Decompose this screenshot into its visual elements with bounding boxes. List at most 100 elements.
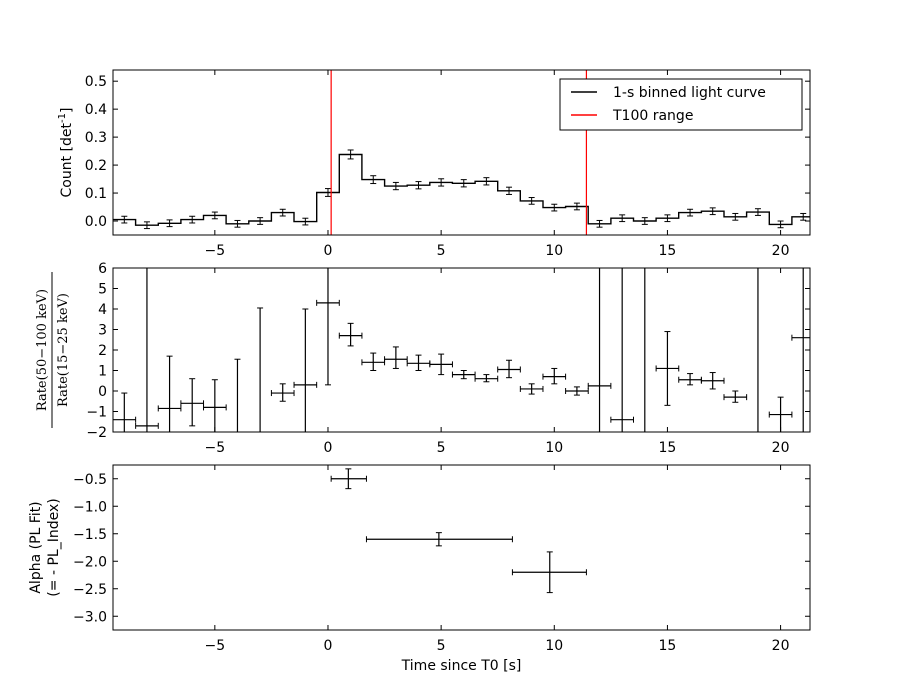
hardness-point xyxy=(565,386,589,396)
light-curve-point xyxy=(641,217,648,225)
legend: 1-s binned light curve T100 range xyxy=(559,78,803,131)
x-tick-label: 5 xyxy=(437,243,446,259)
x-tick-label: 5 xyxy=(437,440,446,456)
y-tick-label: 3 xyxy=(98,323,107,339)
y-tick-label: 0.4 xyxy=(85,102,107,118)
plot-area xyxy=(330,468,587,594)
legend-frame xyxy=(559,78,803,131)
light-curve-point xyxy=(777,220,784,229)
y-tick-label: 2 xyxy=(98,343,107,359)
y-axis-label: Count [det-1] xyxy=(57,108,75,198)
x-tick-label: 10 xyxy=(545,440,563,456)
hardness-point xyxy=(157,355,182,432)
x-tick-label: 15 xyxy=(659,243,677,259)
light-curve-point xyxy=(347,149,354,160)
light-curve-point xyxy=(664,214,671,223)
light-curve-point xyxy=(211,211,218,220)
hardness-point xyxy=(113,392,137,432)
y-axis-label-sup: -1 xyxy=(57,113,68,123)
hardness-point xyxy=(791,268,810,432)
light-curve-point xyxy=(234,219,241,228)
light-curve-point xyxy=(415,181,422,190)
hardness-point xyxy=(542,367,567,385)
y-tick-label: −1.5 xyxy=(73,527,107,543)
y-tick-label: 0.3 xyxy=(85,130,107,146)
y-tick-label: −0.5 xyxy=(73,472,107,488)
x-tick-label: 5 xyxy=(437,638,446,654)
x-tick-label: 10 xyxy=(545,243,563,259)
y-tick-label: −1.0 xyxy=(73,499,107,515)
y-tick-label: −3.0 xyxy=(73,609,107,625)
light-curve-point xyxy=(324,188,331,197)
y-tick-label: 0.0 xyxy=(85,214,107,230)
y-tick-label: −1 xyxy=(86,405,107,421)
plot-area xyxy=(113,268,810,432)
light-curve-point xyxy=(257,217,264,225)
plot-area xyxy=(113,70,810,235)
legend-label-light-curve: 1-s binned light curve xyxy=(613,85,766,101)
x-tick-label: 20 xyxy=(772,638,790,654)
light-curve-point xyxy=(687,208,694,217)
light-curve-point xyxy=(732,212,739,221)
hardness-point xyxy=(451,370,476,380)
x-axis-label: Time since T0 [s] xyxy=(401,658,522,674)
light-curve-point xyxy=(392,181,399,191)
light-curve-point xyxy=(143,221,150,230)
light-curve-point xyxy=(279,208,286,217)
y-tick-label: −2.0 xyxy=(73,554,107,570)
x-tick-label: 0 xyxy=(324,638,333,654)
alpha-point xyxy=(365,532,513,547)
hardness-point xyxy=(406,354,431,371)
light-curve-point xyxy=(551,203,558,212)
legend-label-t100: T100 range xyxy=(612,108,693,124)
hardness-point xyxy=(316,268,340,386)
y-tick-label: 0.2 xyxy=(85,158,107,174)
x-tick-label: −5 xyxy=(205,243,226,259)
light-curve-point xyxy=(528,197,535,205)
y-axis-label-fraction: Rate(50−100 keV) Rate(15−25 keV) xyxy=(35,272,71,428)
y-tick-label: 0.1 xyxy=(85,186,107,202)
hardness-point xyxy=(257,307,264,432)
y-tick-label: 0 xyxy=(98,384,107,400)
x-tick-label: 20 xyxy=(772,440,790,456)
y-tick-label: 5 xyxy=(98,282,107,298)
light-curve-point xyxy=(302,217,309,226)
axes-frame xyxy=(112,69,811,236)
y-axis-label: Alpha (PL Fit) xyxy=(28,501,44,593)
light-curve-panel: −5 0 5 10 15 20 0.0 0.1 0.2 0.3 0.4 0.5 1-s binned l… xyxy=(57,69,811,259)
hardness-point xyxy=(135,268,159,432)
axes-frame xyxy=(112,267,811,433)
alpha-point xyxy=(511,551,587,594)
hardness-point xyxy=(474,374,499,383)
hardness-point xyxy=(429,353,453,376)
y-axis-label-denominator: Rate(15−25 keV) xyxy=(56,293,71,407)
light-curve-point xyxy=(619,214,626,223)
alpha-point xyxy=(330,468,367,490)
hardness-point xyxy=(678,373,702,386)
y-axis-label-numerator: Rate(50−100 keV) xyxy=(35,289,50,411)
axes-frame xyxy=(112,464,811,631)
y-tick-label: −2.5 xyxy=(73,582,107,598)
x-tick-label: −5 xyxy=(205,440,226,456)
x-tick-label: 15 xyxy=(659,440,677,456)
light-curve-point xyxy=(754,208,761,216)
light-curve-point xyxy=(596,219,603,228)
y-tick-label: 6 xyxy=(98,261,107,277)
y-tick-label: 0.5 xyxy=(85,74,107,90)
hardness-point xyxy=(384,346,408,369)
hardness-point xyxy=(655,331,680,406)
light-curve-point xyxy=(460,179,467,188)
y-axis-label-end: ] xyxy=(59,108,75,113)
hardness-point xyxy=(361,352,386,371)
light-curve-point xyxy=(166,219,173,228)
y-tick-label: 4 xyxy=(98,302,107,318)
x-tick-label: 0 xyxy=(324,243,333,259)
hardness-point xyxy=(293,308,318,432)
light-curve-point xyxy=(709,207,716,216)
x-tick-label: 0 xyxy=(324,440,333,456)
hardness-point xyxy=(723,390,748,403)
light-curve-point xyxy=(189,215,196,224)
light-curve-point xyxy=(800,212,807,221)
